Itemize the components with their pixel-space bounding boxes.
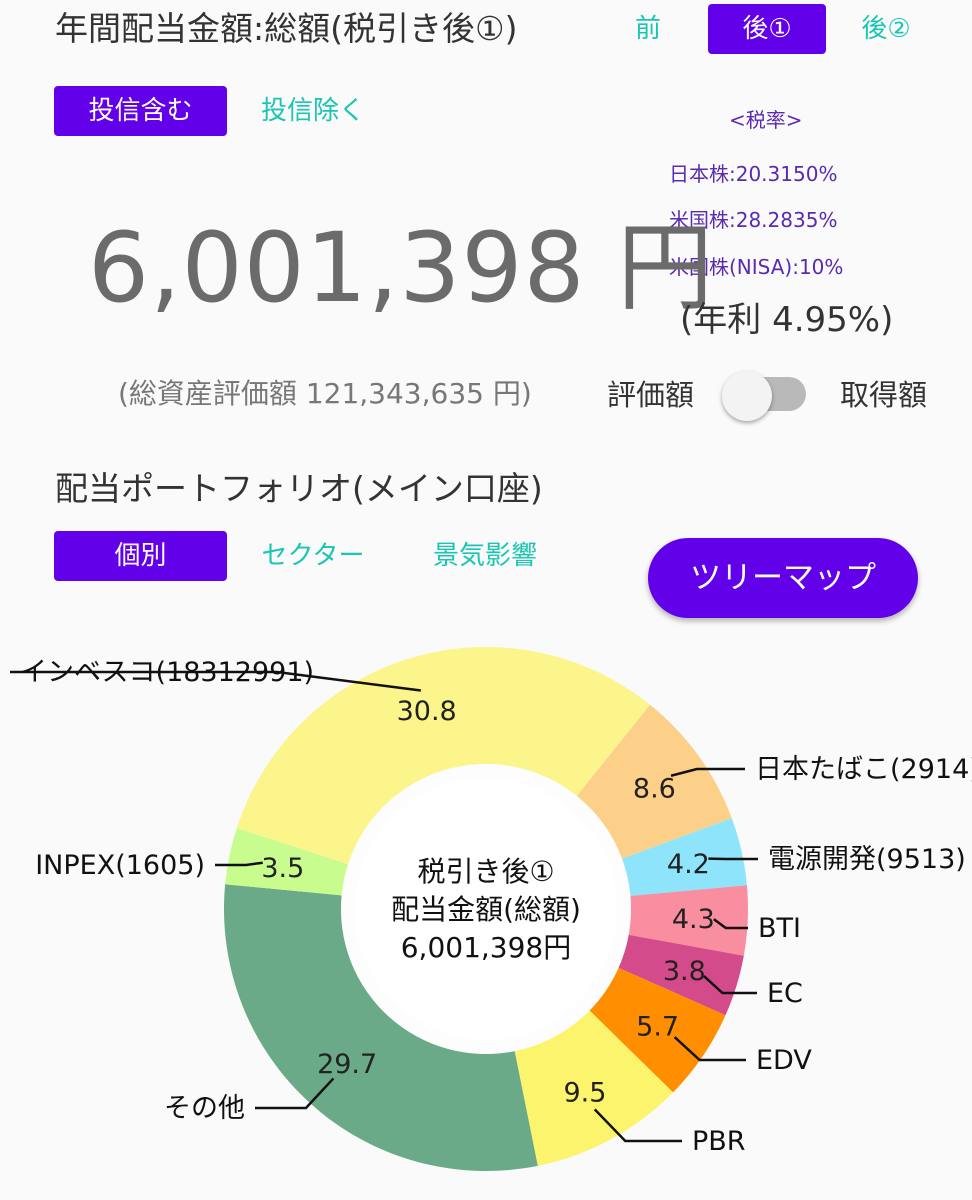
slice-value-label: 4.3 (672, 904, 715, 935)
slice-name-label: BTI (758, 913, 801, 944)
donut-slice[interactable] (514, 1010, 674, 1166)
donut-center (355, 778, 617, 1040)
donut-slice[interactable] (618, 934, 744, 1016)
slice-value-label: 3.8 (663, 956, 706, 987)
treemap-button[interactable]: ツリーマップ (648, 538, 918, 618)
slice-name-label: インベスコ(18312991) (20, 657, 314, 688)
donut-slice[interactable] (628, 885, 748, 956)
callout-line (673, 1036, 746, 1062)
slice-value-label: 9.5 (563, 1077, 606, 1108)
tab-tax-before[interactable]: 前 (634, 14, 661, 44)
tax-rate-us: 米国株:28.2835% (669, 208, 838, 232)
slice-name-label: その他 (164, 1093, 245, 1124)
portfolio-title: 配当ポートフォリオ(メイン口座) (55, 469, 543, 508)
slice-value-label: 29.7 (317, 1049, 377, 1080)
donut-slice[interactable] (576, 704, 732, 859)
donut-slice[interactable] (224, 884, 538, 1171)
slice-name-label: PBR (692, 1126, 746, 1157)
donut-center-text: 税引き後① (417, 855, 554, 888)
tab-individual[interactable]: 個別 (54, 531, 227, 581)
callout-line (215, 861, 263, 867)
slice-value-label: 3.5 (261, 853, 304, 884)
slice-name-label: EC (767, 978, 803, 1009)
annual-yield: (年利 4.95%) (680, 300, 894, 340)
page-title: 年間配当金額:総額(税引き後①) (55, 9, 518, 48)
donut-slice[interactable] (225, 828, 349, 896)
callout-line (713, 918, 748, 930)
toggle-label-valuation: 評価額 (607, 378, 695, 412)
tax-rate-japan: 日本株:20.3150% (669, 162, 838, 186)
tab-exclude-funds[interactable]: 投信除く (260, 96, 365, 126)
tax-rate-us-nisa: 米国株(NISA):10% (669, 255, 844, 279)
slice-value-label: 8.6 (633, 774, 676, 805)
callout-line (255, 1077, 335, 1110)
callout-line (10, 670, 421, 692)
tab-tax-after-2[interactable]: 後② (861, 14, 911, 44)
slice-value-label: 5.7 (636, 1012, 679, 1043)
tab-include-funds[interactable]: 投信含む (54, 86, 227, 136)
tab-tax-after-1[interactable]: 後① (708, 4, 826, 54)
slice-name-label: 日本たばこ(2914) (755, 754, 972, 785)
toggle-label-cost: 取得額 (840, 378, 928, 412)
tax-rate-heading: <税率> (729, 108, 803, 132)
donut-slice[interactable] (236, 647, 651, 865)
tab-sector[interactable]: セクター (261, 541, 365, 571)
donut-center-text: 6,001,398円 (401, 931, 572, 964)
tab-economic-impact[interactable]: 景気影響 (432, 541, 537, 571)
donut-center-text: 配当金額(総額) (391, 893, 581, 926)
donut-slice[interactable] (621, 818, 747, 896)
dividend-donut-chart: 30.8 インベスコ(18312991) 8.6 日本たばこ(2914) 4.2 電源開発… (10, 647, 972, 1171)
callout-line (670, 767, 745, 777)
annual-dividend-amount: 6,001,398 円 (88, 212, 715, 324)
valuation-toggle-knob[interactable] (722, 371, 772, 421)
callout-line (593, 1108, 682, 1143)
callout-line (703, 975, 757, 995)
slice-name-label: INPEX(1605) (35, 850, 205, 881)
slice-value-label: 30.8 (397, 696, 457, 727)
slice-value-label: 4.2 (667, 849, 710, 880)
donut-slice[interactable] (589, 967, 726, 1093)
total-assets: (総資産評価額 121,343,635 円) (118, 377, 532, 410)
slice-name-label: EDV (756, 1045, 812, 1076)
slice-name-label: 電源開発(9513) (768, 844, 966, 875)
